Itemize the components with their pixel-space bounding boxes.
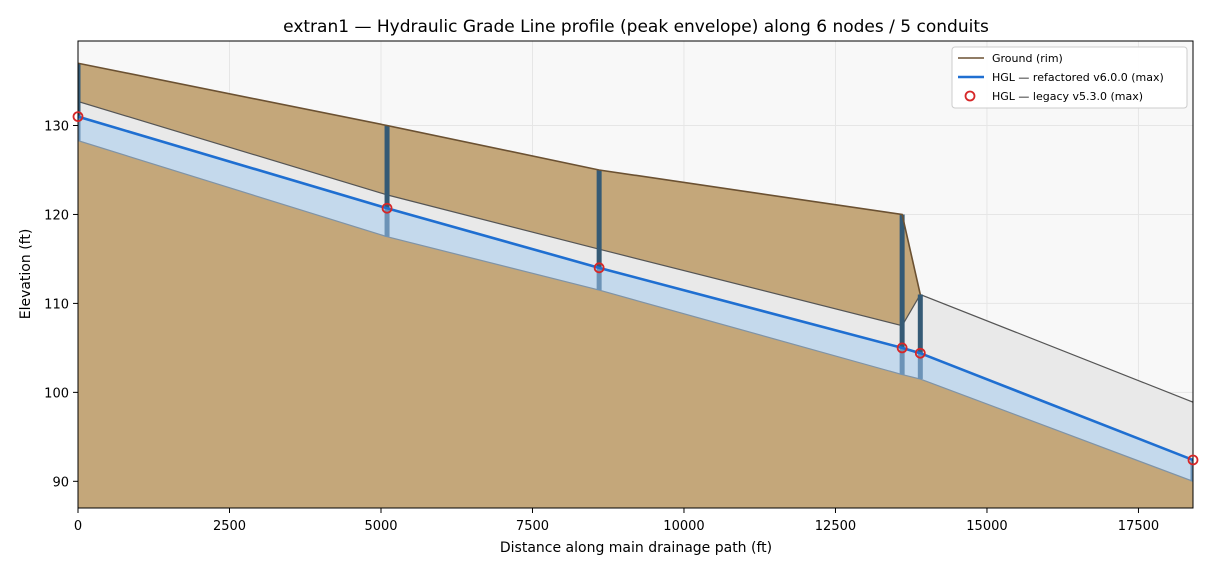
x-tick-label: 5000 bbox=[364, 519, 397, 534]
ground-rim-line bbox=[78, 62, 922, 295]
x-tick-label: 17500 bbox=[1118, 519, 1159, 534]
legend-legacy-marker-swatch bbox=[964, 90, 976, 102]
legend: Ground (rim) HGL — refactored v6.0.0 (ma… bbox=[951, 46, 1188, 109]
conduit-invert-line bbox=[78, 140, 1193, 482]
y-tick-label: 130 bbox=[44, 120, 69, 135]
y-tick-label: 100 bbox=[44, 386, 69, 401]
hgl-legacy-marker bbox=[72, 111, 84, 123]
plot-frame bbox=[77, 40, 1194, 509]
y-axis-label: Elevation (ft) bbox=[18, 229, 34, 320]
hgl-legacy-marker bbox=[914, 347, 926, 359]
plot-inner bbox=[78, 41, 1193, 508]
x-tick-label: 7500 bbox=[516, 519, 549, 534]
hgl-legacy-marker bbox=[896, 342, 908, 354]
x-tick-label: 2500 bbox=[213, 519, 246, 534]
water-depth-fill bbox=[78, 116, 1193, 482]
plot-area bbox=[72, 40, 1199, 509]
x-tick-label: 12500 bbox=[815, 519, 856, 534]
y-tick-label: 110 bbox=[44, 297, 69, 312]
y-tick-label: 120 bbox=[44, 208, 69, 223]
y-axis-ticks: 90 100 110 120 130 bbox=[44, 120, 78, 490]
conduit-crown-line bbox=[78, 100, 1193, 403]
x-axis-label: Distance along main drainage path (ft) bbox=[500, 540, 772, 556]
legend-box bbox=[951, 46, 1188, 109]
legend-hgl-legacy-label: HGL — legacy v5.3.0 (max) bbox=[992, 90, 1143, 103]
hgl-legacy-marker bbox=[381, 202, 393, 214]
hgl-legacy-marker bbox=[593, 262, 605, 274]
chart-title: extran1 — Hydraulic Grade Line profile (… bbox=[283, 17, 989, 37]
hgl-refactored-line bbox=[78, 115, 1193, 462]
x-tick-label: 15000 bbox=[966, 519, 1007, 534]
hgl-legacy-marker bbox=[1187, 454, 1199, 466]
x-tick-label: 0 bbox=[74, 519, 82, 534]
y-tick-label: 90 bbox=[52, 475, 69, 490]
x-tick-label: 10000 bbox=[663, 519, 704, 534]
bedding-soil-fill bbox=[78, 140, 1193, 508]
legend-hgl-refactored-label: HGL — refactored v6.0.0 (max) bbox=[992, 71, 1164, 84]
x-axis-ticks: 0 2500 5000 7500 10000 12500 15000 17500 bbox=[74, 508, 1159, 534]
legend-ground-label: Ground (rim) bbox=[992, 52, 1063, 65]
